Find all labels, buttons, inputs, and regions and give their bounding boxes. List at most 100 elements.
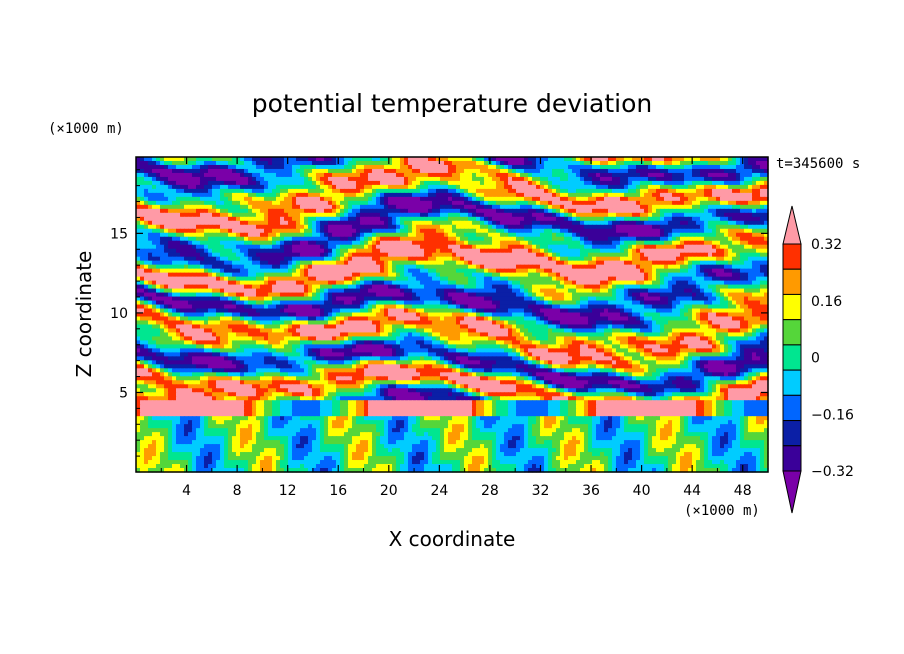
field-cell — [244, 200, 249, 206]
field-cell — [640, 228, 645, 234]
field-cell — [160, 280, 165, 286]
field-cell — [164, 244, 169, 250]
field-cell — [484, 180, 489, 186]
field-cell — [452, 260, 457, 266]
field-cell — [208, 264, 213, 270]
field-cell — [664, 256, 669, 262]
field-cell — [308, 220, 313, 226]
field-cell — [548, 220, 553, 226]
field-cell — [672, 184, 677, 190]
field-cell — [252, 236, 257, 242]
field-cell — [224, 208, 229, 214]
field-cell — [480, 256, 485, 262]
field-cell — [156, 168, 161, 174]
field-cell — [300, 232, 305, 238]
field-cell — [504, 220, 509, 226]
field-cell — [708, 228, 713, 234]
field-cell — [700, 228, 705, 234]
field-cell — [264, 200, 269, 206]
field-cell — [436, 172, 441, 178]
field-cell — [532, 168, 537, 174]
field-cell — [604, 240, 609, 246]
field-cell — [548, 228, 553, 234]
field-cell — [200, 188, 205, 194]
field-cell — [576, 184, 581, 190]
field-cell — [292, 260, 297, 266]
field-cell — [504, 160, 509, 166]
field-cell — [604, 220, 609, 226]
field-cell — [480, 264, 485, 270]
field-cell — [156, 196, 161, 202]
field-cell — [508, 196, 513, 202]
field-cell — [432, 248, 437, 254]
field-cell — [252, 276, 257, 282]
field-cell — [360, 248, 365, 254]
field-cell — [736, 272, 741, 278]
field-cell — [340, 160, 345, 166]
field-cell — [584, 220, 589, 226]
field-cell — [732, 236, 737, 242]
field-cell — [272, 180, 277, 186]
field-cell — [168, 200, 173, 206]
field-cell — [384, 157, 389, 162]
field-cell — [548, 172, 553, 178]
field-cell — [620, 252, 625, 258]
field-cell — [572, 204, 577, 210]
field-cell — [168, 176, 173, 182]
field-cell — [276, 184, 281, 190]
field-cell — [272, 224, 277, 230]
field-cell — [560, 200, 565, 206]
field-cell — [280, 168, 285, 174]
field-cell — [192, 172, 197, 178]
field-cell — [448, 157, 453, 162]
field-cell — [384, 252, 389, 258]
field-cell — [168, 236, 173, 242]
field-cell — [212, 168, 217, 174]
field-cell — [668, 260, 673, 266]
field-cell — [760, 260, 765, 266]
field-cell — [392, 180, 397, 186]
field-cell — [480, 204, 485, 210]
field-cell — [744, 196, 749, 202]
field-cell — [524, 276, 529, 282]
field-cell — [324, 184, 329, 190]
field-cell — [208, 212, 213, 218]
field-cell — [348, 240, 353, 246]
field-cell — [512, 204, 517, 210]
field-cell — [156, 276, 161, 282]
field-cell — [216, 184, 221, 190]
field-cell — [204, 224, 209, 230]
field-cell — [308, 264, 313, 270]
field-cell — [540, 188, 545, 194]
field-cell — [252, 157, 257, 162]
field-cell — [216, 164, 221, 170]
field-cell — [640, 248, 645, 254]
field-cell — [636, 192, 641, 198]
field-cell — [648, 184, 653, 190]
field-cell — [200, 252, 205, 258]
field-cell — [468, 256, 473, 262]
field-cell — [584, 200, 589, 206]
field-cell — [292, 164, 297, 170]
field-cell — [564, 260, 569, 266]
field-cell — [552, 157, 557, 162]
field-cell — [184, 196, 189, 202]
field-cell — [308, 200, 313, 206]
field-cell — [196, 208, 201, 214]
field-cell — [480, 276, 485, 282]
field-cell — [396, 216, 401, 222]
field-cell — [164, 164, 169, 170]
field-cell — [416, 188, 421, 194]
field-cell — [196, 244, 201, 250]
field-cell — [228, 256, 233, 262]
field-cell — [144, 160, 149, 166]
field-cell — [644, 160, 649, 166]
field-cell — [216, 216, 221, 222]
field-cell — [188, 192, 193, 198]
field-cell — [464, 276, 469, 282]
field-cell — [456, 208, 461, 214]
field-cell — [612, 200, 617, 206]
field-cell — [412, 260, 417, 266]
field-cell — [172, 220, 177, 226]
field-cell — [416, 264, 421, 270]
